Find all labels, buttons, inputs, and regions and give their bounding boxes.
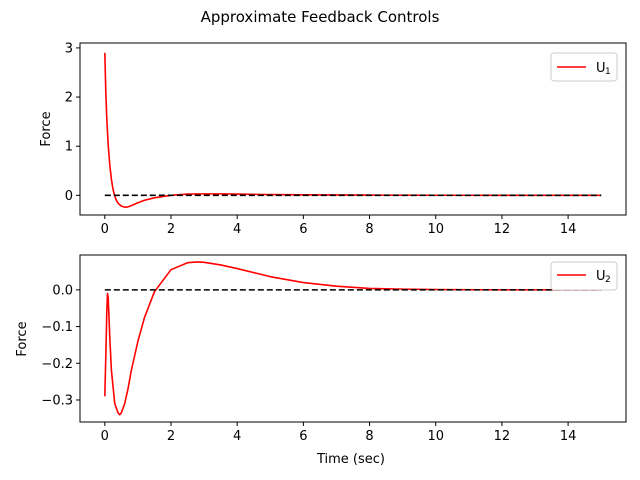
bottom-legend-box [550, 261, 618, 291]
top-y-tick-label: 2 [65, 91, 73, 106]
top-x-tick-label: 2 [167, 222, 175, 237]
top-x-tick-label: 0 [101, 222, 109, 237]
x-axis-label: Time (sec) [316, 452, 385, 467]
bottom-x-tick-label: 10 [427, 429, 444, 444]
top-series-u1 [104, 52, 602, 208]
top-x-tick-label: 6 [299, 222, 307, 237]
bottom-y-tick-label: −0.3 [41, 393, 73, 408]
top-y-tick-label: 3 [65, 41, 73, 56]
top-x-tick-label: 8 [365, 222, 373, 237]
top-x-tick-label: 10 [427, 222, 444, 237]
top-x-tick-label: 12 [494, 222, 511, 237]
bottom-y-tick-label: 0.0 [52, 283, 73, 298]
bottom-x-tick-label: 12 [494, 429, 511, 444]
bottom-x-tick-label: 2 [167, 429, 175, 444]
bottom-series-u2 [104, 261, 602, 416]
bottom-x-tick-label: 0 [101, 429, 109, 444]
bottom-x-tick-label: 8 [365, 429, 373, 444]
figure-title: Approximate Feedback Controls [201, 8, 440, 26]
top-y-axis-label: Force [39, 111, 54, 146]
top-y-tick-label: 1 [65, 140, 73, 155]
bottom-legend: U 2 [550, 261, 618, 291]
bottom-y-axis-label: Force [15, 321, 30, 356]
bottom-plot-area: 0 2 4 6 8 10 12 14 −0.3 −0.2 −0.1 0.0 [41, 261, 602, 444]
top-legend-subscript: 1 [605, 67, 611, 77]
bottom-y-tick-label: −0.2 [41, 357, 73, 372]
bottom-y-tick-label: −0.1 [41, 320, 73, 335]
bottom-x-tick-label: 6 [299, 429, 307, 444]
bottom-axes-frame [79, 254, 627, 423]
top-x-tick-label: 4 [233, 222, 241, 237]
top-legend: U 1 [550, 52, 618, 82]
top-legend-label: U [596, 61, 606, 76]
bottom-legend-label: U [596, 269, 606, 284]
top-y-tick-label: 0 [65, 189, 73, 204]
bottom-subplot: 0 2 4 6 8 10 12 14 −0.3 −0.2 −0.1 0.0 Force Time (s… [15, 254, 627, 467]
top-x-tick-label: 14 [560, 222, 577, 237]
bottom-x-tick-label: 4 [233, 429, 241, 444]
top-axes-frame [79, 42, 627, 216]
bottom-legend-subscript: 2 [605, 275, 611, 285]
bottom-x-tick-label: 14 [560, 429, 577, 444]
